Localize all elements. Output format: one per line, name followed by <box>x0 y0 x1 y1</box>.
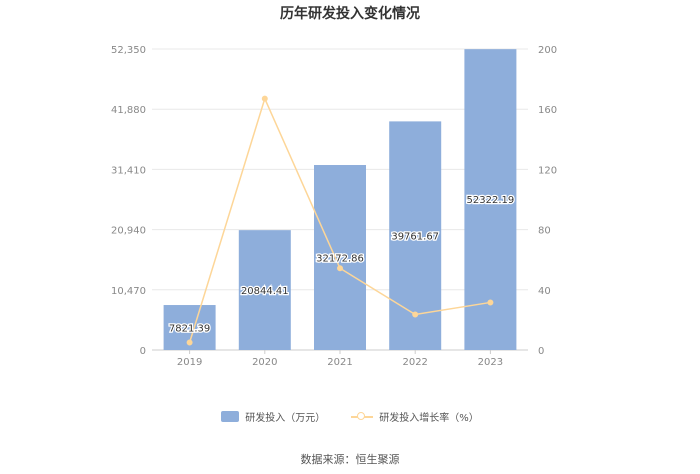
y-right-tick-label: 0 <box>538 346 544 357</box>
legend-item-bar[interactable]: 研发投入（万元） <box>221 409 325 424</box>
legend: 研发投入（万元） 研发投入增长率（%） <box>0 409 700 424</box>
legend-label-bar: 研发投入（万元） <box>245 413 326 424</box>
y-right-tick-label: 160 <box>538 105 557 116</box>
bar-value-label: 7821.39 <box>169 324 210 335</box>
y-right-tick-label: 200 <box>538 45 557 56</box>
bar <box>238 230 291 350</box>
legend-label-line: 研发投入增长率（%） <box>379 413 479 424</box>
y-right-tick-label: 120 <box>538 165 557 176</box>
x-tick-label: 2021 <box>327 357 352 368</box>
legend-line-swatch <box>351 411 374 422</box>
chart-title: 历年研发投入变化情况 <box>280 6 420 22</box>
chart-plot: 0 10,470 20,940 31,410 41,880 52,350 0 40 80 120 1… <box>111 45 557 368</box>
bar-value-label: 39761.67 <box>391 232 439 243</box>
legend-item-line[interactable]: 研发投入增长率（%） <box>351 409 479 424</box>
legend-bar-swatch <box>221 411 240 422</box>
growth-rate-point <box>261 95 268 102</box>
y-left-tick-label: 31,410 <box>111 165 146 176</box>
x-tick-label: 2022 <box>402 357 427 368</box>
y-left-tick-label: 41,880 <box>111 105 146 116</box>
growth-rate-point <box>412 311 419 318</box>
y-left-tick-label: 10,470 <box>111 286 146 297</box>
bar-value-label: 52322.19 <box>467 195 515 206</box>
x-tick-label: 2020 <box>252 357 277 368</box>
x-tick-label: 2019 <box>177 357 202 368</box>
y-right-tick-label: 80 <box>538 226 551 237</box>
y-right-tick-label: 40 <box>538 286 551 297</box>
bar-value-label: 32172.86 <box>316 254 364 265</box>
x-tick-label: 2023 <box>478 357 503 368</box>
y-left-tick-label: 52,350 <box>111 45 146 56</box>
y-left-tick-label: 0 <box>140 346 146 357</box>
growth-rate-point <box>337 265 343 272</box>
growth-rate-point <box>487 299 494 306</box>
source-note: 数据来源：恒生聚源 <box>300 453 400 466</box>
y-left-tick-label: 20,940 <box>111 226 146 237</box>
growth-rate-point <box>186 339 193 346</box>
bar-value-label: 20844.41 <box>241 286 289 297</box>
bar <box>314 165 366 350</box>
